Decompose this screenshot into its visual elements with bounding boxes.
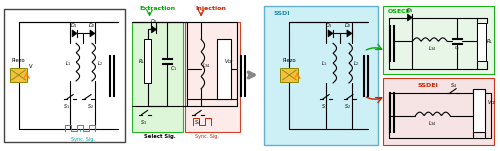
Bar xyxy=(264,6,378,145)
Polygon shape xyxy=(152,26,156,33)
Text: Select Sig.: Select Sig. xyxy=(144,134,176,139)
Polygon shape xyxy=(72,30,77,37)
Text: $L_2$: $L_2$ xyxy=(96,59,103,67)
Bar xyxy=(382,78,494,145)
Text: $L_{34}$: $L_{34}$ xyxy=(428,44,436,53)
Text: Extraction: Extraction xyxy=(140,6,175,11)
Bar xyxy=(10,68,28,82)
Text: $D_1$: $D_1$ xyxy=(70,21,78,30)
Text: Piezo: Piezo xyxy=(282,58,296,63)
Text: $R_L$: $R_L$ xyxy=(486,37,494,46)
Bar xyxy=(4,9,124,142)
Bar xyxy=(185,21,240,132)
Bar xyxy=(280,68,298,82)
Text: $V_{DC}$: $V_{DC}$ xyxy=(224,57,234,66)
Text: $R_L$: $R_L$ xyxy=(138,57,145,66)
Text: $S_2$: $S_2$ xyxy=(344,102,352,111)
Text: $D_3$: $D_3$ xyxy=(150,17,158,26)
Text: $V_{DC}$: $V_{DC}$ xyxy=(487,98,497,107)
Bar xyxy=(132,21,183,132)
Text: $L_{34}$: $L_{34}$ xyxy=(428,119,436,128)
Text: SSDI: SSDI xyxy=(274,11,290,16)
Text: $C_1$: $C_1$ xyxy=(170,64,177,72)
Bar xyxy=(217,39,231,99)
Text: V: V xyxy=(28,64,32,69)
Text: $D_1$: $D_1$ xyxy=(326,21,333,30)
Text: $S_2$: $S_2$ xyxy=(86,102,94,111)
Text: $L_{34}$: $L_{34}$ xyxy=(202,61,210,70)
Text: OSECE: OSECE xyxy=(388,9,410,14)
Bar xyxy=(478,24,486,61)
Text: $S_1$: $S_1$ xyxy=(320,102,328,111)
Text: $D_2$: $D_2$ xyxy=(344,21,352,30)
Text: $S_4$: $S_4$ xyxy=(450,81,456,90)
Text: $S_1$: $S_1$ xyxy=(62,102,70,111)
Text: $D_2$: $D_2$ xyxy=(88,21,96,30)
Text: $D_3$: $D_3$ xyxy=(406,6,413,15)
Text: Sync. Sig.: Sync. Sig. xyxy=(195,134,219,139)
Text: $S_3$: $S_3$ xyxy=(140,118,147,127)
Text: Sync. Sig.: Sync. Sig. xyxy=(71,137,95,142)
Text: $L_1$: $L_1$ xyxy=(65,59,71,67)
Text: Piezo: Piezo xyxy=(12,58,26,63)
Text: SSDEI: SSDEI xyxy=(418,83,438,88)
Polygon shape xyxy=(328,30,333,37)
Text: $L_1$: $L_1$ xyxy=(321,59,328,67)
Text: $L_2$: $L_2$ xyxy=(352,59,359,67)
Text: $C_s$: $C_s$ xyxy=(454,44,460,52)
Polygon shape xyxy=(347,30,352,37)
Text: Injection: Injection xyxy=(196,6,226,11)
Bar xyxy=(382,6,494,74)
Polygon shape xyxy=(90,30,95,37)
Text: $S_4$: $S_4$ xyxy=(194,118,200,127)
Bar xyxy=(144,39,152,83)
Bar xyxy=(473,89,485,132)
Polygon shape xyxy=(408,14,412,21)
